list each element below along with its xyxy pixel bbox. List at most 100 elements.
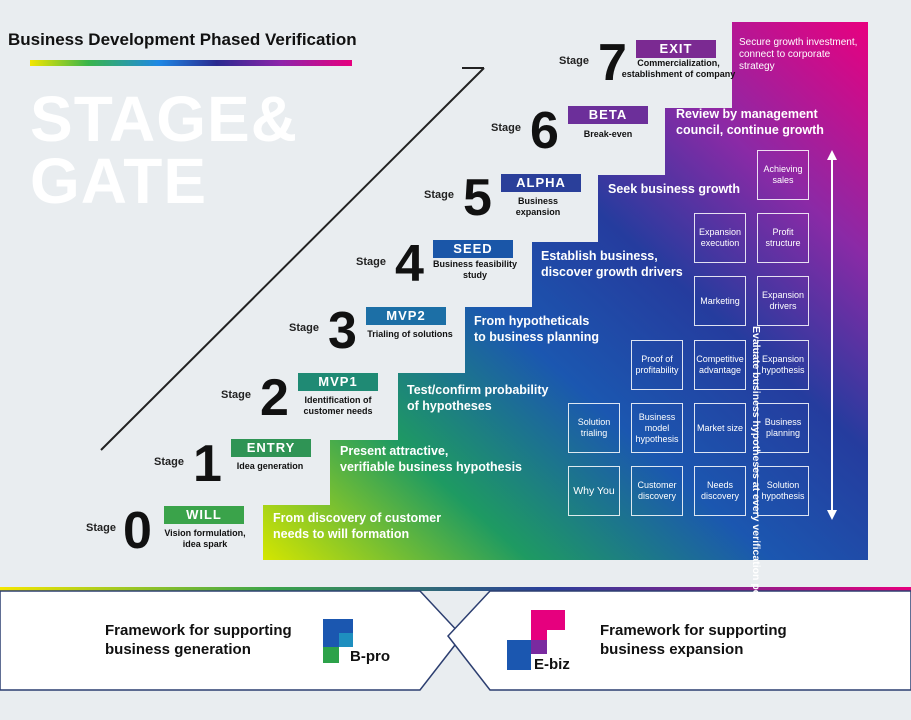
stage-description-line-2: of hypotheses: [407, 399, 492, 413]
stage-label: Stage: [356, 256, 386, 268]
stage-description-line-1: Test/confirm probability: [407, 383, 549, 397]
stage-subtitle-line-1: Business feasibility: [432, 259, 518, 269]
grid-cell-business-model-hypothesis: Business model hypothesis: [631, 403, 683, 453]
stage-description-line-2: connect to corporate: [739, 49, 831, 60]
stage-description: Seek business growth: [608, 181, 740, 197]
stage-subtitle-line-1: Idea generation: [236, 461, 304, 471]
footer-left-line-1: Framework for supporting: [105, 622, 292, 639]
grid-cell-expansion-drivers: Expansion drivers: [757, 276, 809, 326]
grid-cell-business-planning: Business planning: [757, 403, 809, 453]
footer-right-line-2: business expansion: [600, 641, 744, 658]
grid-cell-marketing: Marketing: [694, 276, 746, 326]
stage-description-line-1: Establish business,: [541, 249, 658, 263]
stage-description-line-2: needs to will formation: [273, 527, 410, 541]
stage-label: Stage: [559, 55, 589, 67]
stage-description-line-2: to business planning: [474, 330, 600, 344]
grid-cell-customer-discovery: Customer discovery: [631, 466, 683, 516]
stage-badge: MVP2: [366, 307, 446, 325]
verification-arrow-label: Evaluate business hypotheses at every ve…: [750, 326, 762, 610]
stage-subtitle: Business feasibility study: [430, 259, 520, 281]
stage-badge: SEED: [433, 240, 513, 258]
grid-cell-solution-trialing: Solution trialing: [568, 403, 620, 453]
stage-subtitle-line-1: Commercialization,: [637, 58, 720, 68]
grid-cell-competitive-advantage: Competitive advantage: [694, 340, 746, 390]
grid-cell-proof-of-profitability: Proof of profitability: [631, 340, 683, 390]
stage-subtitle: Business expansion: [498, 196, 578, 218]
e-biz-logo-text: E-biz: [534, 656, 570, 673]
stage-badge: EXIT: [636, 40, 716, 58]
stage-description-line-1: Present attractive,: [340, 444, 449, 458]
stage-description-line-2: discover growth drivers: [541, 265, 683, 279]
grid-cell-market-size: Market size: [694, 403, 746, 453]
stage-description-line-1: From discovery of customer: [273, 511, 442, 525]
stage-subtitle-line-2: idea spark: [182, 539, 228, 549]
b-pro-logo-text: B-pro: [350, 648, 390, 665]
stage-subtitle-line-2: establishment of company: [621, 69, 736, 79]
e-biz-logo-icon: [507, 610, 565, 670]
heading-line-2: GATE: [30, 145, 208, 217]
stage-number: 3: [328, 302, 357, 360]
stage-badge: BETA: [568, 106, 648, 124]
stage-subtitle: Identification of customer needs: [298, 395, 378, 417]
stage-subtitle-line-2: customer needs: [303, 406, 373, 416]
stage-description-line-1: From hypotheticals: [474, 314, 590, 328]
stage-subtitle-line-1: Business expansion: [515, 196, 561, 217]
stage-description: From hypotheticals to business planning: [474, 313, 599, 345]
grid-cell-expansion-hypothesis: Expansion hypothesis: [757, 340, 809, 390]
stage-description-line-2: verifiable business hypothesis: [340, 460, 523, 474]
page-title: Business Development Phased Verification: [8, 30, 357, 49]
stage-description: Present attractive, verifiable business h…: [340, 443, 522, 475]
stage-label: Stage: [221, 389, 251, 401]
stage-subtitle-line-1: Break-even: [583, 129, 633, 139]
stage-description-line-3: strategy: [739, 61, 775, 72]
stage-subtitle-line-2: study: [462, 270, 487, 280]
stage-description: From discovery of customer needs to will …: [273, 510, 441, 542]
stage-badge: MVP1: [298, 373, 378, 391]
stage-label: Stage: [491, 122, 521, 134]
stage-subtitle-line-1: Identification of: [304, 395, 372, 405]
stage-description: Test/confirm probability of hypotheses: [407, 382, 548, 414]
grid-cell-needs-discovery: Needs discovery: [694, 466, 746, 516]
stage-subtitle: Commercialization, establishment of compa…: [616, 58, 741, 80]
stage-subtitle: Break-even: [568, 129, 648, 140]
stage-number: 6: [530, 102, 559, 160]
stage-description: Secure growth investment, connect to corp…: [739, 37, 857, 73]
stage-label: Stage: [289, 322, 319, 334]
stage-badge: WILL: [164, 506, 244, 524]
stage-subtitle: Trialing of solutions: [360, 329, 460, 340]
grid-cell-profit-structure: Profit structure: [757, 213, 809, 263]
footer-right-text: Framework for supporting business expans…: [600, 621, 787, 659]
stage-label: Stage: [424, 189, 454, 201]
footer-left-text: Framework for supporting business genera…: [105, 621, 292, 659]
title-underline: [30, 60, 352, 66]
stage-description-line-1: Secure growth investment,: [739, 37, 858, 48]
grid-cell-solution-hypothesis: Solution hypothesis: [757, 466, 809, 516]
stage-description-line-1: Seek business growth: [608, 182, 740, 196]
stage-label: Stage: [86, 522, 116, 534]
footer-right-line-1: Framework for supporting: [600, 622, 787, 639]
stage-subtitle-line-1: Trialing of solutions: [367, 329, 453, 339]
stage-description: Review by management council, continue gr…: [676, 106, 824, 138]
stage-number: 2: [260, 369, 289, 427]
stage-number: 7: [598, 34, 627, 92]
stage-badge: ENTRY: [231, 439, 311, 457]
stage-number: 4: [395, 235, 424, 293]
stage-gate-heading: STAGE& GATE: [30, 83, 298, 217]
footer-left-line-2: business generation: [105, 641, 251, 658]
stage-description-line-2: council, continue growth: [676, 123, 824, 137]
grid-cell-expansion-execution: Expansion execution: [694, 213, 746, 263]
heading-line-1: STAGE&: [30, 83, 298, 155]
stage-number: 5: [463, 169, 492, 227]
stage-subtitle-line-1: Vision formulation,: [164, 528, 246, 538]
stage-number: 0: [123, 502, 152, 560]
stage-badge: ALPHA: [501, 174, 581, 192]
stage-description-line-1: Review by management: [676, 107, 818, 121]
grid-cell-achieving-sales: Achieving sales: [757, 150, 809, 200]
stage-description: Establish business, discover growth drive…: [541, 248, 683, 280]
stage-subtitle: Idea generation: [230, 461, 310, 472]
stage-subtitle: Vision formulation, idea spark: [160, 528, 250, 550]
grid-cell-why-you: Why You: [568, 466, 620, 516]
b-pro-logo-icon: [323, 619, 353, 663]
